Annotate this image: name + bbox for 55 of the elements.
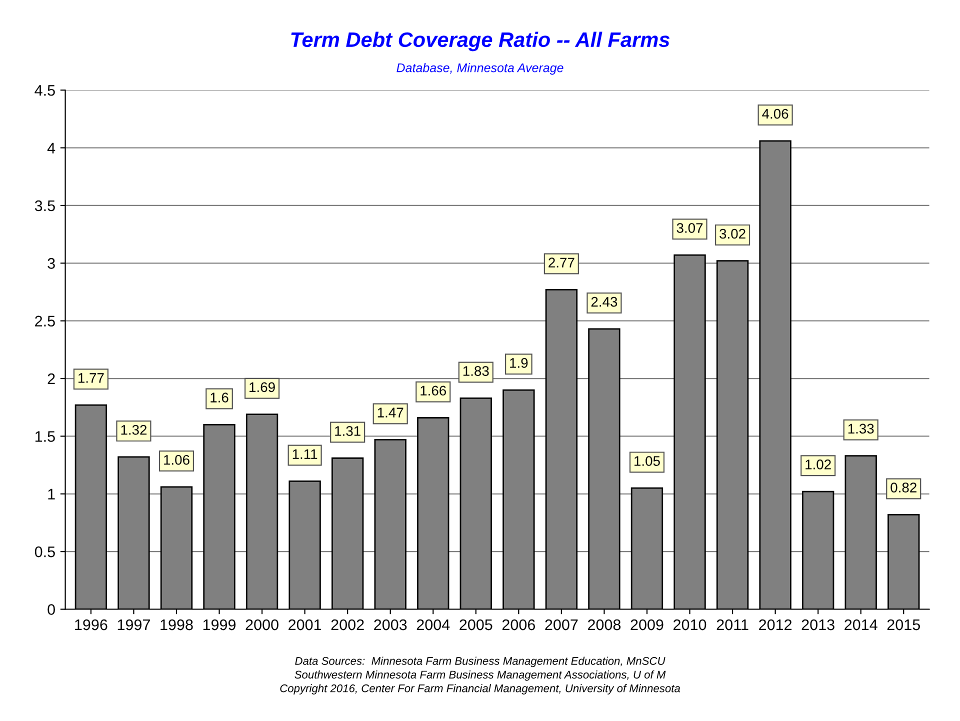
x-tick-label: 2010 [674,619,706,630]
data-label: 3.07 [676,223,703,233]
chart-subtitle: Database, Minnesota Average [396,63,564,75]
x-tick-label: 2006 [502,619,535,630]
x-tick-label: 2015 [887,619,920,630]
x-tick-label: 2001 [288,619,322,630]
data-label: 2.43 [591,296,618,307]
x-tick-label: 2011 [716,619,748,630]
x-tick-label: 2012 [759,619,792,630]
y-tick-label: 2.5 [35,316,55,327]
y-tick-label: 0.5 [34,546,55,558]
x-tick-label: 2002 [331,619,364,630]
data-label: 1.47 [378,408,404,418]
data-label: 1.32 [121,424,147,435]
data-label: 1.6 [210,392,228,402]
x-tick-label: 1997 [118,619,150,630]
data-label: 4.06 [762,108,788,119]
x-tick-label: 2008 [588,619,621,630]
data-label: 1.02 [806,460,831,470]
data-label: 1.66 [420,386,446,396]
x-tick-label: 1996 [75,619,108,630]
y-tick-label: 1 [48,488,55,500]
x-tick-label: 2005 [460,619,492,630]
x-tick-label: 2003 [374,619,407,630]
x-tick-label: 2000 [246,619,278,630]
x-tick-label: 2013 [802,619,834,630]
x-tick-label: 1999 [203,619,236,630]
data-label: 1.06 [164,454,190,465]
y-tick-label: 4 [47,142,56,154]
y-tick-label: 0 [48,604,55,615]
data-label: 0.82 [890,482,916,492]
x-tick-label: 2014 [844,619,878,630]
x-tick-label: 2004 [416,619,450,630]
y-tick-label: 2 [48,373,55,384]
x-tick-label: 2007 [545,619,578,630]
data-label: 2.77 [548,258,574,268]
y-tick-label: 3 [48,258,55,269]
data-label: 1.77 [78,373,104,383]
data-label: 1.69 [250,382,275,392]
data-label: 1.31 [335,426,360,436]
text: Southwestern Minnesota Farm Business Management Associations, U of M [294,670,666,681]
data-label: 1.11 [292,449,318,459]
data-label: 1.33 [848,424,874,434]
y-tick-label: 1.5 [35,431,55,442]
data-label: 1.9 [510,358,528,368]
y-tick-label: 4.5 [34,85,55,96]
x-tick-label: 2009 [630,619,664,630]
y-tick-label: 3.5 [34,200,55,212]
x-tick-label: 1998 [160,619,193,630]
text: Data Sources: Minnesota Farm Business Management Education, MnSCU [295,656,666,668]
chart-title: Term Debt Coverage Ratio -- All Farms [291,32,670,52]
text: Copyright 2016, Center For Farm Financial Management, University of Minnesota [280,684,680,694]
data-label: 1.05 [634,456,660,466]
data-label: 3.02 [720,228,746,239]
data-label: 1.83 [463,366,489,376]
